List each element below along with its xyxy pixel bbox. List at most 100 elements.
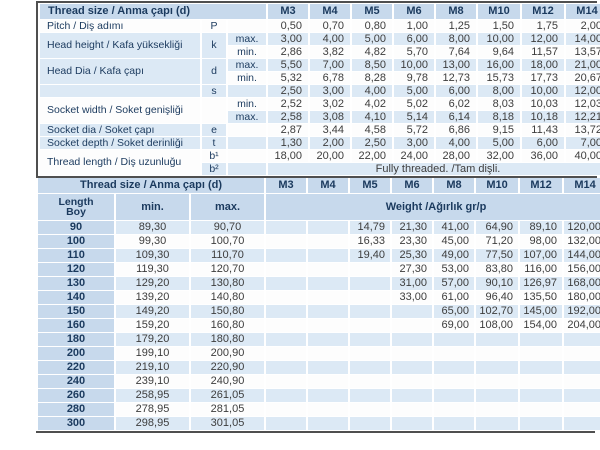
weight-cell	[434, 375, 475, 388]
weight-cell: 108,00	[476, 319, 519, 332]
length-cell: 100	[38, 235, 114, 248]
minmax-label	[228, 85, 266, 97]
row-symbol: e	[202, 124, 226, 136]
t2-row: 150 149,20 150,80 65,00 102,70 145,00 192,00	[38, 305, 600, 318]
row-symbol: b²	[202, 163, 226, 175]
weight-cell	[308, 333, 349, 346]
weight-cell	[564, 403, 600, 416]
value-cell: 6,14	[436, 111, 476, 123]
weight-cell: 19,40	[350, 249, 391, 262]
value-cell: 3,02	[310, 98, 350, 110]
max-length-cell: 281,05	[191, 403, 265, 416]
value-cell: 1,50	[478, 20, 520, 32]
weight-cell	[350, 389, 391, 402]
weight-cell: 98,00	[520, 235, 563, 248]
weight-cell: 180,00	[564, 291, 600, 304]
t2-row: 110 109,30 110,70 19,40 25,30 49,00 77,50 107,0…	[38, 249, 600, 262]
weight-cell	[476, 347, 519, 360]
value-cell: 3,08	[310, 111, 350, 123]
value-cell: 6,00	[394, 33, 434, 45]
value-cell: 11,43	[522, 124, 564, 136]
minmax-label	[228, 124, 266, 136]
length-cell: 90	[38, 221, 114, 234]
min-length-cell: 278,95	[116, 403, 189, 416]
weight-cell: 156,00	[564, 263, 600, 276]
weight-cell	[350, 347, 391, 360]
minmax-label: max.	[228, 33, 266, 45]
length-cell: 110	[38, 249, 114, 262]
t2-size-column-header: M3	[266, 178, 307, 193]
t2-row: 120 119,30 120,70 27,30 53,00 83,80 116,00 156,…	[38, 263, 600, 276]
weight-band-header: Weight /Ağırlık gr/p	[266, 194, 600, 220]
weight-cell: 83,80	[476, 263, 519, 276]
max-length-cell: 301,05	[191, 417, 265, 430]
weight-cell	[434, 403, 475, 416]
value-cell: 20,00	[310, 150, 350, 162]
weight-cell	[266, 347, 307, 360]
value-cell: 22,00	[352, 150, 392, 162]
min-length-cell: 89,30	[116, 221, 189, 234]
t1-row: Socket dia / Soket çapı e 2,87 3,44 4,58 5,72…	[40, 124, 600, 136]
length-column-header: Length Boy	[38, 194, 114, 220]
row-label: Pitch / Diş adımı	[40, 20, 200, 32]
weight-cell	[434, 389, 475, 402]
weight-cell	[564, 347, 600, 360]
value-cell: 10,00	[522, 85, 564, 97]
t1-title: Thread size / Anma çapı (d)	[40, 4, 266, 19]
t1-row: b² Fully threaded. /Tam dişli.	[40, 163, 600, 175]
weight-cell	[266, 389, 307, 402]
weight-cell	[476, 389, 519, 402]
weight-cell	[308, 263, 349, 276]
weight-cell	[350, 263, 391, 276]
weight-cell	[308, 319, 349, 332]
value-cell: 9,15	[478, 124, 520, 136]
length-weight-table: Thread size / Anma çapı (d) M3 M4 M5 M6 M8 M1…	[36, 177, 600, 431]
weight-cell: 31,00	[392, 277, 433, 290]
value-cell: 4,00	[436, 137, 476, 149]
weight-cell: 33,00	[392, 291, 433, 304]
length-header-tr: Boy	[66, 206, 86, 218]
weight-cell	[266, 403, 307, 416]
weight-cell	[392, 375, 433, 388]
t2-row: 200 199,10 200,90	[38, 347, 600, 360]
t2-size-column-header: M5	[350, 178, 391, 193]
value-cell: 4,02	[352, 98, 392, 110]
max-length-cell: 160,80	[191, 319, 265, 332]
min-length-cell: 258,95	[116, 389, 189, 402]
value-cell: 1,25	[436, 20, 476, 32]
weight-cell	[434, 347, 475, 360]
weight-cell	[434, 333, 475, 346]
weight-cell	[392, 319, 433, 332]
weight-cell	[350, 333, 391, 346]
weight-cell	[266, 361, 307, 374]
value-cell: 7,00	[566, 137, 600, 149]
row-label: Socket width / Soket genişliği	[40, 98, 200, 123]
weight-cell: 23,30	[392, 235, 433, 248]
max-length-cell: 120,70	[191, 263, 265, 276]
minmax-label	[228, 163, 266, 175]
weight-cell	[520, 375, 563, 388]
min-length-cell: 159,20	[116, 319, 189, 332]
length-header-en: Length	[58, 195, 94, 208]
value-cell: 20,67	[566, 72, 600, 84]
weight-cell	[564, 417, 600, 430]
value-cell: 6,78	[310, 72, 350, 84]
value-cell: 1,00	[394, 20, 434, 32]
weight-cell	[392, 389, 433, 402]
head-dimensions-table: Thread size / Anma çapı (d) M3 M4 M5 M6 M8 M1…	[38, 3, 600, 176]
weight-cell	[308, 389, 349, 402]
weight-cell	[266, 235, 307, 248]
weight-cell	[564, 375, 600, 388]
weight-cell: 96,40	[476, 291, 519, 304]
weight-cell: 116,00	[520, 263, 563, 276]
max-length-cell: 180,80	[191, 333, 265, 346]
value-cell: 0,80	[352, 20, 392, 32]
value-cell: 18,00	[268, 150, 308, 162]
t2-row: 240 239,10 240,90	[38, 375, 600, 388]
weight-cell: 49,00	[434, 249, 475, 262]
value-cell: 0,70	[310, 20, 350, 32]
t1-size-column-header: M4	[310, 4, 350, 19]
row-symbol	[202, 98, 226, 123]
minmax-label	[228, 137, 266, 149]
t1-size-column-header: M14	[566, 4, 600, 19]
